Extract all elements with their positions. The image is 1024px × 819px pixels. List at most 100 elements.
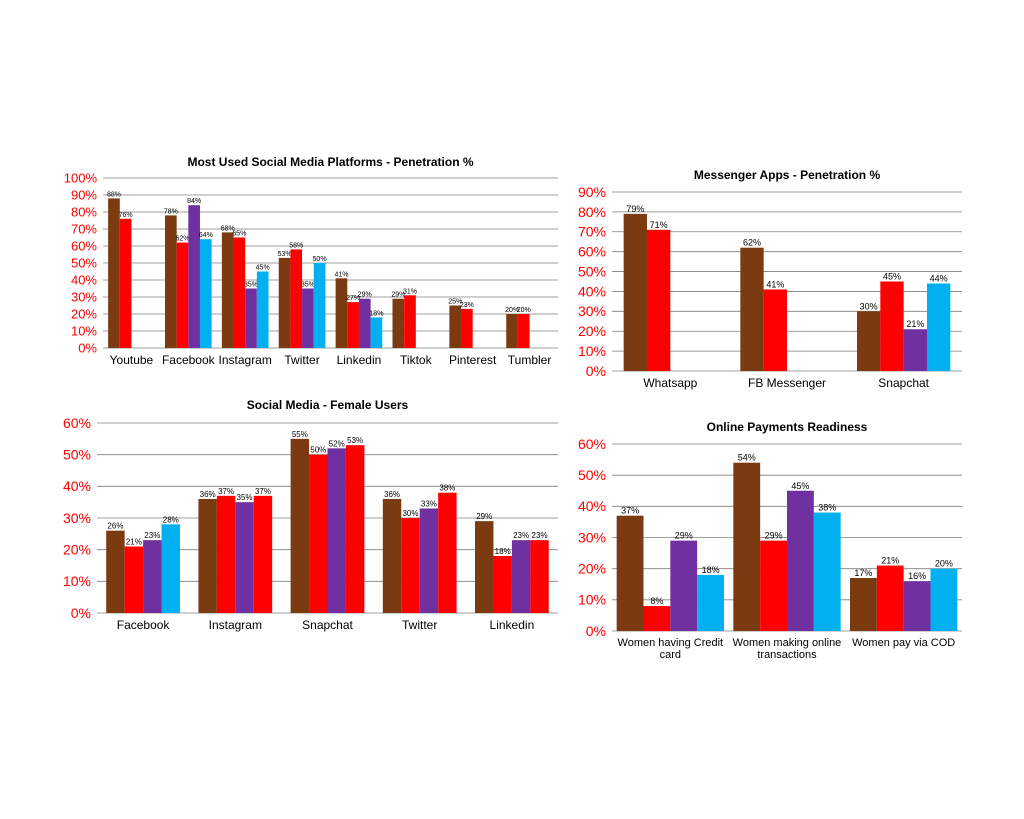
x-tick-label: Women having Credit card	[618, 637, 724, 661]
x-tick-label-line: Twitter	[284, 353, 319, 367]
x-tick-label-line: Youtube	[110, 353, 154, 367]
bar	[530, 540, 549, 613]
data-label: 26%	[107, 522, 123, 531]
data-label: 65%	[232, 231, 246, 238]
y-tick-label: 0%	[78, 341, 97, 356]
bar	[760, 540, 787, 631]
chart-title: Messenger Apps - Penetration %	[694, 168, 881, 182]
data-label: 50%	[310, 446, 326, 455]
bar	[740, 247, 764, 371]
bar	[176, 242, 189, 348]
x-tick-label-line: Instagram	[219, 353, 272, 367]
x-tick-label-line: Pinterest	[449, 353, 497, 367]
data-label: 27%	[346, 295, 360, 302]
x-tick-label: Linkedin	[490, 618, 535, 632]
y-tick-label: 40%	[578, 283, 606, 299]
bar	[927, 283, 951, 371]
x-tick-label-line: Tiktok	[400, 353, 433, 367]
y-tick-label: 40%	[71, 273, 97, 288]
x-tick-label: Tumbler	[508, 353, 552, 367]
x-tick-label: Facebook	[162, 353, 216, 367]
bar	[327, 448, 346, 613]
x-tick-label-line: Twitter	[402, 618, 437, 632]
online-payments-readiness-chart: Online Payments Readiness 0% 10% 20% 30% 40% 5…	[570, 412, 970, 667]
data-label: 18%	[369, 310, 383, 317]
bar	[199, 239, 212, 348]
data-label: 53%	[347, 436, 363, 445]
bar	[221, 232, 234, 348]
x-tick-label: Instagram	[209, 618, 262, 632]
x-tick-label-line: card	[660, 649, 681, 661]
data-label: 23%	[460, 302, 474, 309]
data-label: 23%	[144, 531, 160, 540]
data-label: 30%	[402, 509, 418, 518]
bar	[216, 495, 236, 613]
data-label: 18%	[702, 565, 720, 575]
y-tick-label: 40%	[63, 478, 91, 494]
bar	[143, 540, 162, 613]
x-tick-label-line: Linkedin	[337, 353, 382, 367]
x-tick-label: Linkedin	[337, 353, 382, 367]
data-label: 23%	[513, 531, 529, 540]
bar	[309, 454, 328, 613]
y-tick-label: 30%	[578, 303, 606, 319]
x-tick-label: Women making online transactions	[733, 637, 842, 661]
data-label: 37%	[218, 487, 234, 496]
data-label: 21%	[881, 556, 899, 566]
data-label: 88%	[107, 191, 121, 198]
bar	[903, 329, 927, 371]
bar	[124, 546, 144, 613]
y-tick-label: 10%	[578, 592, 606, 608]
bar	[256, 271, 269, 348]
bar	[419, 508, 439, 613]
bar	[670, 540, 698, 631]
bar	[392, 298, 405, 348]
data-label: 35%	[301, 282, 315, 289]
data-label: 35%	[244, 282, 258, 289]
data-label: 41%	[766, 279, 784, 289]
bar	[335, 278, 348, 348]
bar	[106, 530, 125, 613]
x-tick-label-line: Women pay via COD	[852, 637, 955, 649]
data-label: 71%	[650, 220, 668, 230]
bar	[347, 302, 359, 348]
data-label: 29%	[675, 531, 693, 541]
data-label: 38%	[818, 503, 836, 513]
y-tick-label: 30%	[578, 529, 606, 545]
bar	[404, 295, 416, 348]
data-label: 20%	[935, 559, 953, 569]
chart-svg: Most Used Social Media Platforms - Penet…	[64, 155, 558, 367]
data-label: 36%	[200, 490, 216, 499]
y-tick-label: 10%	[63, 573, 91, 589]
bar	[382, 499, 402, 613]
y-tick-label: 20%	[578, 323, 606, 339]
y-tick-label: 50%	[63, 447, 91, 463]
bar	[461, 308, 473, 348]
bar	[245, 288, 257, 348]
x-tick-label-line: Snapchat	[302, 618, 353, 632]
data-label: 16%	[908, 571, 926, 581]
data-label: 78%	[164, 208, 178, 215]
data-label: 29%	[765, 531, 783, 541]
bar	[930, 568, 958, 631]
bar	[616, 515, 644, 631]
y-tick-label: 50%	[578, 467, 606, 483]
bar	[763, 289, 787, 371]
bar	[290, 249, 303, 348]
bar	[697, 574, 724, 631]
x-tick-label: Twitter	[284, 353, 319, 367]
bar	[475, 521, 494, 613]
y-tick-label: 50%	[578, 263, 606, 279]
data-label: 37%	[621, 506, 639, 516]
bar	[302, 288, 314, 348]
chart-title: Social Media - Female Users	[247, 398, 409, 412]
data-label: 31%	[403, 288, 417, 295]
data-label: 58%	[289, 242, 303, 249]
bar	[119, 218, 132, 348]
chart-title: Online Payments Readiness	[707, 420, 868, 434]
x-tick-label: FB Messenger	[748, 376, 826, 390]
bar	[401, 518, 420, 613]
x-tick-label: Youtube	[110, 353, 154, 367]
data-label: 17%	[854, 568, 872, 578]
x-tick-label-line: FB Messenger	[748, 376, 826, 390]
